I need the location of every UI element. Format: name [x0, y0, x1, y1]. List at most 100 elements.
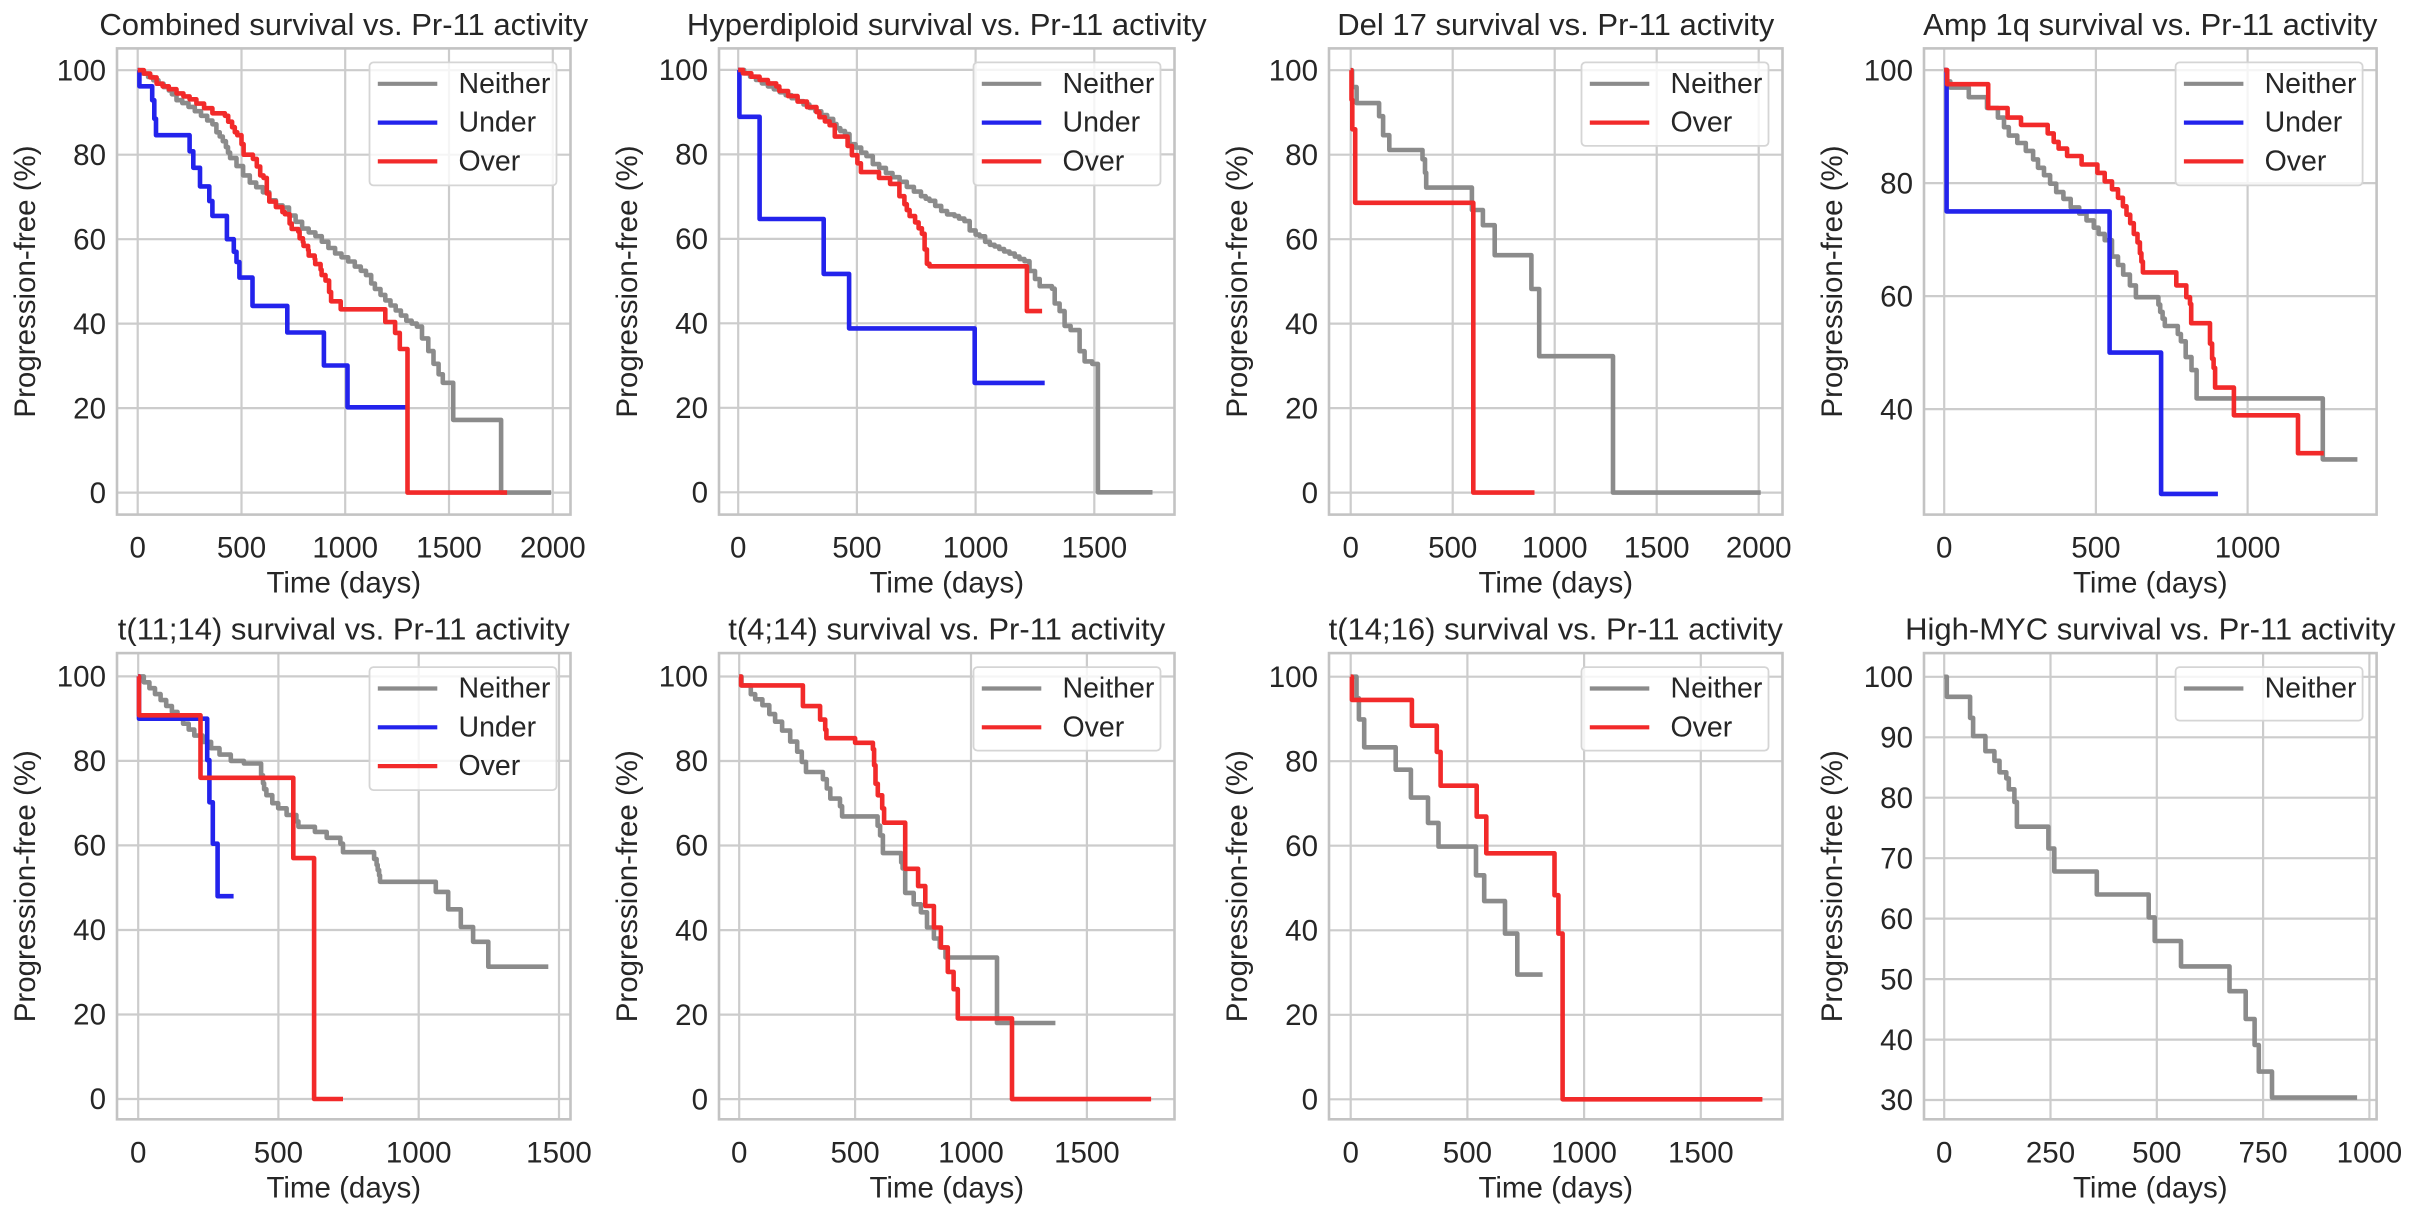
svg-text:100: 100: [57, 661, 106, 694]
svg-text:100: 100: [659, 661, 708, 694]
svg-text:0: 0: [1302, 1084, 1318, 1117]
svg-text:Time (days): Time (days): [2073, 567, 2228, 600]
svg-text:0: 0: [1302, 477, 1318, 510]
svg-text:40: 40: [675, 914, 708, 947]
svg-text:Over: Over: [1063, 145, 1125, 177]
svg-text:Time (days): Time (days): [869, 1171, 1024, 1204]
svg-text:90: 90: [1880, 722, 1913, 755]
svg-text:t(4;14) survival vs. Pr-11 act: t(4;14) survival vs. Pr-11 activity: [728, 612, 1165, 647]
svg-text:Amp 1q survival vs. Pr-11 acti: Amp 1q survival vs. Pr-11 activity: [1923, 7, 2378, 42]
svg-text:2000: 2000: [1726, 532, 1792, 565]
svg-text:100: 100: [1864, 54, 1913, 87]
svg-text:Neither: Neither: [459, 673, 551, 705]
svg-text:Time (days): Time (days): [1478, 1171, 1633, 1204]
svg-text:80: 80: [1880, 167, 1913, 200]
svg-text:80: 80: [675, 139, 708, 172]
svg-text:Time (days): Time (days): [1478, 567, 1633, 600]
svg-text:1500: 1500: [1668, 1136, 1734, 1169]
svg-text:40: 40: [1285, 308, 1318, 341]
svg-text:1000: 1000: [2215, 532, 2281, 565]
svg-text:0: 0: [730, 532, 746, 565]
svg-text:40: 40: [1880, 1024, 1913, 1057]
svg-text:500: 500: [254, 1136, 303, 1169]
svg-text:Progression-free (%): Progression-free (%): [9, 145, 42, 417]
svg-text:20: 20: [73, 999, 106, 1032]
svg-text:1000: 1000: [1522, 532, 1588, 565]
svg-text:40: 40: [1285, 915, 1318, 948]
svg-text:0: 0: [1342, 532, 1358, 565]
svg-text:40: 40: [1880, 393, 1913, 426]
svg-text:1000: 1000: [386, 1136, 452, 1169]
svg-text:80: 80: [675, 745, 708, 778]
svg-text:Progression-free (%): Progression-free (%): [1816, 750, 1849, 1022]
svg-text:Neither: Neither: [1063, 68, 1155, 100]
svg-text:0: 0: [1342, 1136, 1358, 1169]
svg-text:1000: 1000: [312, 532, 378, 565]
svg-text:1500: 1500: [416, 532, 482, 565]
svg-text:High-MYC survival vs. Pr-11 ac: High-MYC survival vs. Pr-11 activity: [1905, 612, 2396, 647]
svg-text:500: 500: [830, 1136, 879, 1169]
svg-text:0: 0: [1936, 532, 1952, 565]
svg-text:20: 20: [1285, 392, 1318, 425]
svg-text:80: 80: [1285, 139, 1318, 172]
svg-text:80: 80: [1880, 782, 1913, 815]
svg-text:50: 50: [1880, 963, 1913, 996]
svg-text:Under: Under: [1063, 107, 1141, 139]
svg-text:30: 30: [1880, 1084, 1913, 1117]
svg-text:0: 0: [90, 1083, 106, 1116]
svg-text:Neither: Neither: [2265, 673, 2357, 705]
svg-text:0: 0: [1936, 1136, 1952, 1169]
svg-text:Time (days): Time (days): [869, 567, 1024, 600]
svg-text:Over: Over: [1671, 711, 1733, 743]
svg-text:Del 17 survival vs. Pr-11 acti: Del 17 survival vs. Pr-11 activity: [1337, 7, 1774, 42]
svg-text:100: 100: [659, 54, 708, 87]
svg-text:0: 0: [129, 532, 145, 565]
svg-text:20: 20: [1285, 999, 1318, 1032]
svg-text:Progression-free (%): Progression-free (%): [9, 750, 42, 1022]
svg-text:Combined survival vs. Pr-11 ac: Combined survival vs. Pr-11 activity: [99, 7, 588, 42]
svg-text:500: 500: [1443, 1136, 1492, 1169]
svg-text:40: 40: [73, 308, 106, 341]
svg-text:60: 60: [1880, 280, 1913, 313]
svg-text:Progression-free (%): Progression-free (%): [611, 750, 644, 1022]
svg-text:60: 60: [1285, 830, 1318, 863]
svg-text:1500: 1500: [1054, 1136, 1120, 1169]
svg-text:Over: Over: [2265, 145, 2327, 177]
svg-text:0: 0: [731, 1136, 747, 1169]
svg-text:Neither: Neither: [1063, 673, 1155, 705]
svg-text:100: 100: [1269, 54, 1318, 87]
svg-text:500: 500: [1428, 532, 1477, 565]
svg-text:60: 60: [73, 830, 106, 863]
svg-text:80: 80: [73, 745, 106, 778]
svg-text:1000: 1000: [2337, 1136, 2403, 1169]
svg-text:Time (days): Time (days): [266, 567, 421, 600]
svg-text:Over: Over: [1671, 107, 1733, 139]
svg-text:1500: 1500: [1061, 532, 1127, 565]
svg-text:Neither: Neither: [459, 68, 551, 100]
svg-text:100: 100: [1864, 661, 1913, 694]
svg-text:1500: 1500: [1624, 532, 1690, 565]
svg-text:40: 40: [73, 914, 106, 947]
svg-text:t(14;16) survival vs. Pr-11 ac: t(14;16) survival vs. Pr-11 activity: [1329, 612, 1784, 647]
svg-text:750: 750: [2238, 1136, 2287, 1169]
svg-text:250: 250: [2026, 1136, 2075, 1169]
svg-text:Neither: Neither: [1671, 68, 1763, 100]
svg-text:80: 80: [73, 139, 106, 172]
svg-text:100: 100: [1269, 661, 1318, 694]
svg-text:20: 20: [73, 392, 106, 425]
svg-text:t(11;14) survival vs. Pr-11 ac: t(11;14) survival vs. Pr-11 activity: [118, 612, 570, 647]
svg-text:20: 20: [675, 392, 708, 425]
svg-text:60: 60: [675, 223, 708, 256]
svg-text:0: 0: [130, 1136, 146, 1169]
svg-text:Time (days): Time (days): [2073, 1171, 2228, 1204]
svg-text:Under: Under: [2265, 107, 2343, 139]
svg-text:Under: Under: [459, 107, 537, 139]
svg-text:500: 500: [832, 532, 881, 565]
svg-text:Over: Over: [1063, 711, 1125, 743]
svg-text:Over: Over: [459, 145, 521, 177]
svg-text:Time (days): Time (days): [266, 1171, 421, 1204]
svg-text:0: 0: [692, 477, 708, 510]
svg-text:Hyperdiploid survival vs. Pr-1: Hyperdiploid survival vs. Pr-11 activity: [687, 7, 1207, 42]
svg-text:60: 60: [675, 830, 708, 863]
svg-text:500: 500: [2071, 532, 2120, 565]
